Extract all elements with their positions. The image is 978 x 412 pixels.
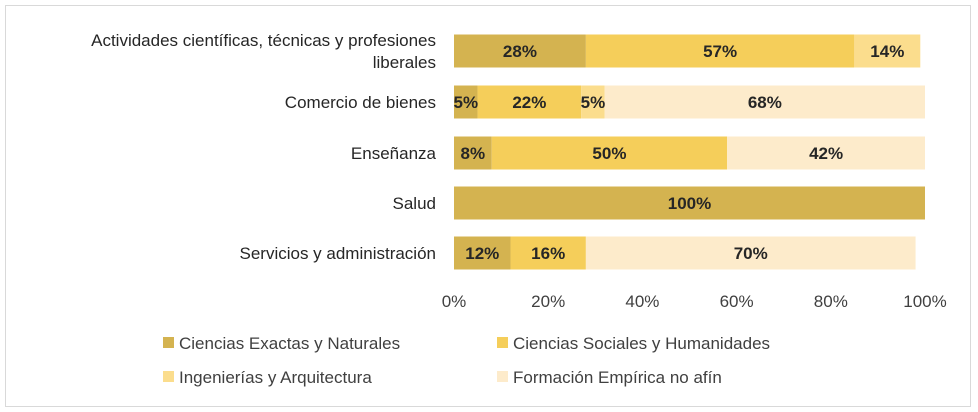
legend-swatch [497,371,508,382]
category-labels: Actividades científicas, técnicas y prof… [91,31,436,263]
x-axis: 0% 20% 40% 60% 80% 100% [442,292,947,311]
x-tick-label: 80% [814,292,848,311]
data-label: 70% [734,244,768,263]
data-label: 42% [809,144,843,163]
bar-comercio-de-bienes-formacion-empirica-no-afin [604,85,925,119]
x-tick-label: 60% [720,292,754,311]
category-label: Salud [393,194,436,213]
bar-ensenanza-ciencias-sociales-y-humanidades [491,136,728,170]
category-label: Servicios y administración [239,244,436,263]
x-tick-label: 20% [531,292,565,311]
legend: Ciencias Exactas y Naturales Ciencias Soc… [163,334,770,387]
data-label: 12% [465,244,499,263]
legend-label: Formación Empírica no afín [513,368,722,387]
legend-swatch [163,337,174,348]
x-tick-label: 0% [442,292,467,311]
bar-servicios-y-administracion-formacion-empirica-no-afin [585,236,916,270]
bar-comercio-de-bienes-ciencias-sociales-y-humanidades [477,85,582,119]
category-label: Actividades científicas, técnicas y prof… [91,31,436,72]
bar-actividades-cientificas-tecnicas-y-profesiones-liberales-ciencias-sociales-y-humanidades [585,34,855,68]
legend-swatch [497,337,508,348]
bar-actividades-cientificas-tecnicas-y-profesiones-liberales-ingenierias-y-arquitectura [854,34,921,68]
legend-label: Ciencias Exactas y Naturales [179,334,400,353]
data-label: 28% [503,42,537,61]
category-label: Enseñanza [351,144,437,163]
bar-ensenanza-formacion-empirica-no-afin [727,136,925,170]
bar-comercio-de-bienes-ingenierias-y-arquitectura [581,85,605,119]
data-label: 50% [592,144,626,163]
legend-swatch [163,371,174,382]
data-label: 100% [668,194,711,213]
bar-actividades-cientificas-tecnicas-y-profesiones-liberales-ciencias-exactas-y-naturales [454,34,586,68]
data-labels: 28% 57% 14% 5% 22% 5% 68% 8% 50% 42% 100% 12% 16% 70% [453,42,904,263]
bar-salud-ciencias-exactas-y-naturales [454,186,925,220]
data-label: 22% [512,93,546,112]
data-label: 5% [453,93,478,112]
plot-area [454,34,925,270]
data-label: 8% [461,144,486,163]
data-label: 16% [531,244,565,263]
data-label: 57% [703,42,737,61]
category-label: Comercio de bienes [285,93,436,112]
bar-ensenanza-ciencias-exactas-y-naturales [454,136,492,170]
legend-label: Ingenierías y Arquitectura [179,368,372,387]
data-label: 14% [870,42,904,61]
bar-servicios-y-administracion-ciencias-exactas-y-naturales [454,236,511,270]
x-tick-label: 40% [625,292,659,311]
bar-comercio-de-bienes-ciencias-exactas-y-naturales [454,85,478,119]
bar-servicios-y-administracion-ciencias-sociales-y-humanidades [510,236,586,270]
legend-label: Ciencias Sociales y Humanidades [513,334,770,353]
data-label: 68% [748,93,782,112]
data-label: 5% [581,93,606,112]
x-tick-label: 100% [903,292,946,311]
